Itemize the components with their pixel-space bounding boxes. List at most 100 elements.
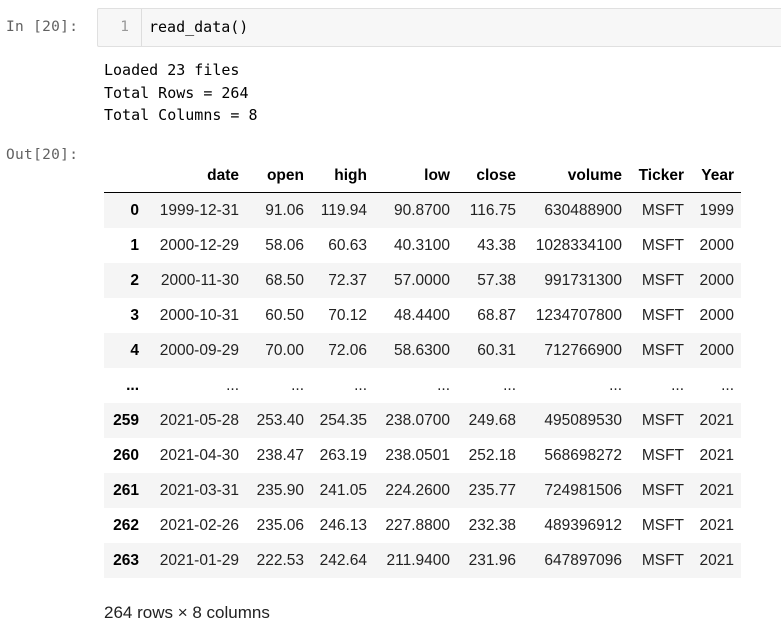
cell-high: 72.37 <box>328 271 367 289</box>
header-low: low <box>374 160 457 193</box>
stdout-line-rows: Total Rows = 264 <box>104 83 249 102</box>
cell-low: 48.4400 <box>393 306 450 324</box>
code-line[interactable]: read_data() <box>149 18 249 36</box>
cell-close: 231.96 <box>468 551 516 569</box>
cell-index: 3 <box>130 306 139 324</box>
cell-open: 235.90 <box>256 481 304 499</box>
cell-year: 2021 <box>699 551 734 569</box>
output-prompt: Out[20]: <box>6 147 79 163</box>
cell-open: 60.50 <box>265 306 304 324</box>
cell-date: 1999-12-31 <box>159 201 239 219</box>
cell-high: ... <box>354 376 367 394</box>
cell-date: 2021-04-30 <box>159 446 239 464</box>
cell-low: 227.8800 <box>385 516 450 534</box>
dataframe-shape-summary: 264 rows × 8 columns <box>104 603 270 622</box>
cell-index: 0 <box>130 201 139 219</box>
header-ticker: Ticker <box>629 160 691 193</box>
cell-low: 58.6300 <box>393 341 450 359</box>
cell-ticker: MSFT <box>641 516 684 534</box>
cell-volume: 724981506 <box>544 481 622 499</box>
table-row: 259 2021-05-28 253.40 254.35 238.0700 249.68 4… <box>104 403 741 438</box>
cell-volume: 1028334100 <box>535 236 622 254</box>
code-input-area[interactable]: 1 read_data() <box>97 8 781 47</box>
cell-index: 259 <box>113 411 139 429</box>
cell-close: 232.38 <box>468 516 516 534</box>
cell-open: 58.06 <box>265 236 304 254</box>
cell-index: 1 <box>130 236 139 254</box>
cell-low: ... <box>437 376 450 394</box>
cell-close: 235.77 <box>468 481 516 499</box>
cell-close: ... <box>503 376 516 394</box>
header-year: Year <box>691 160 741 193</box>
cell-open: 235.06 <box>256 516 304 534</box>
cell-ticker: MSFT <box>641 551 684 569</box>
cell-open: ... <box>291 376 304 394</box>
cell-date: 2021-02-26 <box>159 516 239 534</box>
cell-date: 2021-05-28 <box>159 411 239 429</box>
cell-high: 119.94 <box>320 201 367 219</box>
cell-year: 2021 <box>699 481 734 499</box>
cell-index: ... <box>126 376 139 394</box>
header-open: open <box>246 160 311 193</box>
cell-index: 263 <box>113 551 139 569</box>
cell-ticker: MSFT <box>641 306 684 324</box>
line-number-gutter: 1 <box>98 9 142 46</box>
input-prompt: In [20]: <box>6 19 79 35</box>
cell-year: 2021 <box>699 446 734 464</box>
header-date: date <box>146 160 246 193</box>
cell-volume: 991731300 <box>544 271 622 289</box>
cell-high: 263.19 <box>319 446 367 464</box>
cell-low: 40.3100 <box>393 236 450 254</box>
cell-high: 72.06 <box>328 341 367 359</box>
cell-year: ... <box>721 376 734 394</box>
table-row: ........................... <box>104 368 741 403</box>
table-row: 4 2000-09-29 70.00 72.06 58.6300 60.31 7127669… <box>104 333 741 368</box>
cell-high: 246.13 <box>319 516 367 534</box>
cell-close: 43.38 <box>477 236 516 254</box>
cell-close: 68.87 <box>477 306 516 324</box>
cell-low: 90.8700 <box>393 201 450 219</box>
cell-volume: 647897096 <box>544 551 622 569</box>
stdout-line-columns: Total Columns = 8 <box>104 106 258 124</box>
cell-low: 238.0501 <box>385 446 450 464</box>
cell-volume: 630488900 <box>544 201 622 219</box>
cell-close: 249.68 <box>468 411 516 429</box>
cell-year: 2000 <box>699 341 734 359</box>
table-row: 261 2021-03-31 235.90 241.05 224.2600 235.77 7… <box>104 473 741 508</box>
cell-close: 252.18 <box>468 446 516 464</box>
cell-date: 2000-11-30 <box>160 271 239 289</box>
cell-year: 1999 <box>699 201 734 219</box>
cell-high: 254.35 <box>319 411 367 429</box>
cell-open: 68.50 <box>265 271 304 289</box>
cell-ticker: MSFT <box>641 446 684 464</box>
cell-ticker: MSFT <box>641 411 684 429</box>
cell-date: 2000-09-29 <box>159 341 239 359</box>
cell-year: 2000 <box>699 271 734 289</box>
stdout-output: Loaded 23 files Total Rows = 264 Total C… <box>104 59 258 127</box>
cell-low: 57.0000 <box>393 271 450 289</box>
cell-date: ... <box>226 376 239 394</box>
table-row: 0 1999-12-31 91.06 119.94 90.8700 116.75 63048… <box>104 192 741 228</box>
cell-index: 2 <box>130 271 139 289</box>
cell-high: 242.64 <box>319 551 367 569</box>
header-high: high <box>311 160 374 193</box>
cell-volume: 489396912 <box>544 516 622 534</box>
cell-date: 2021-03-31 <box>159 481 239 499</box>
cell-ticker: ... <box>671 376 684 394</box>
dataframe-table: date open high low close volume Ticker Y… <box>104 160 741 578</box>
cell-close: 57.38 <box>477 271 516 289</box>
cell-high: 60.63 <box>328 236 367 254</box>
cell-volume: 1234707800 <box>535 306 622 324</box>
table-row: 263 2021-01-29 222.53 242.64 211.9400 231.96 6… <box>104 543 741 578</box>
table-row: 3 2000-10-31 60.50 70.12 48.4400 68.87 1234707… <box>104 298 741 333</box>
table-row: 2 2000-11-30 68.50 72.37 57.0000 57.38 9917313… <box>104 263 741 298</box>
cell-year: 2000 <box>699 306 734 324</box>
cell-high: 241.05 <box>319 481 367 499</box>
header-volume: volume <box>523 160 629 193</box>
cell-ticker: MSFT <box>641 236 684 254</box>
table-header-row: date open high low close volume Ticker Y… <box>104 160 741 193</box>
table-row: 260 2021-04-30 238.47 263.19 238.0501 252.18 5… <box>104 438 741 473</box>
cell-open: 91.06 <box>265 201 304 219</box>
header-close: close <box>457 160 523 193</box>
cell-volume: 712766900 <box>544 341 622 359</box>
